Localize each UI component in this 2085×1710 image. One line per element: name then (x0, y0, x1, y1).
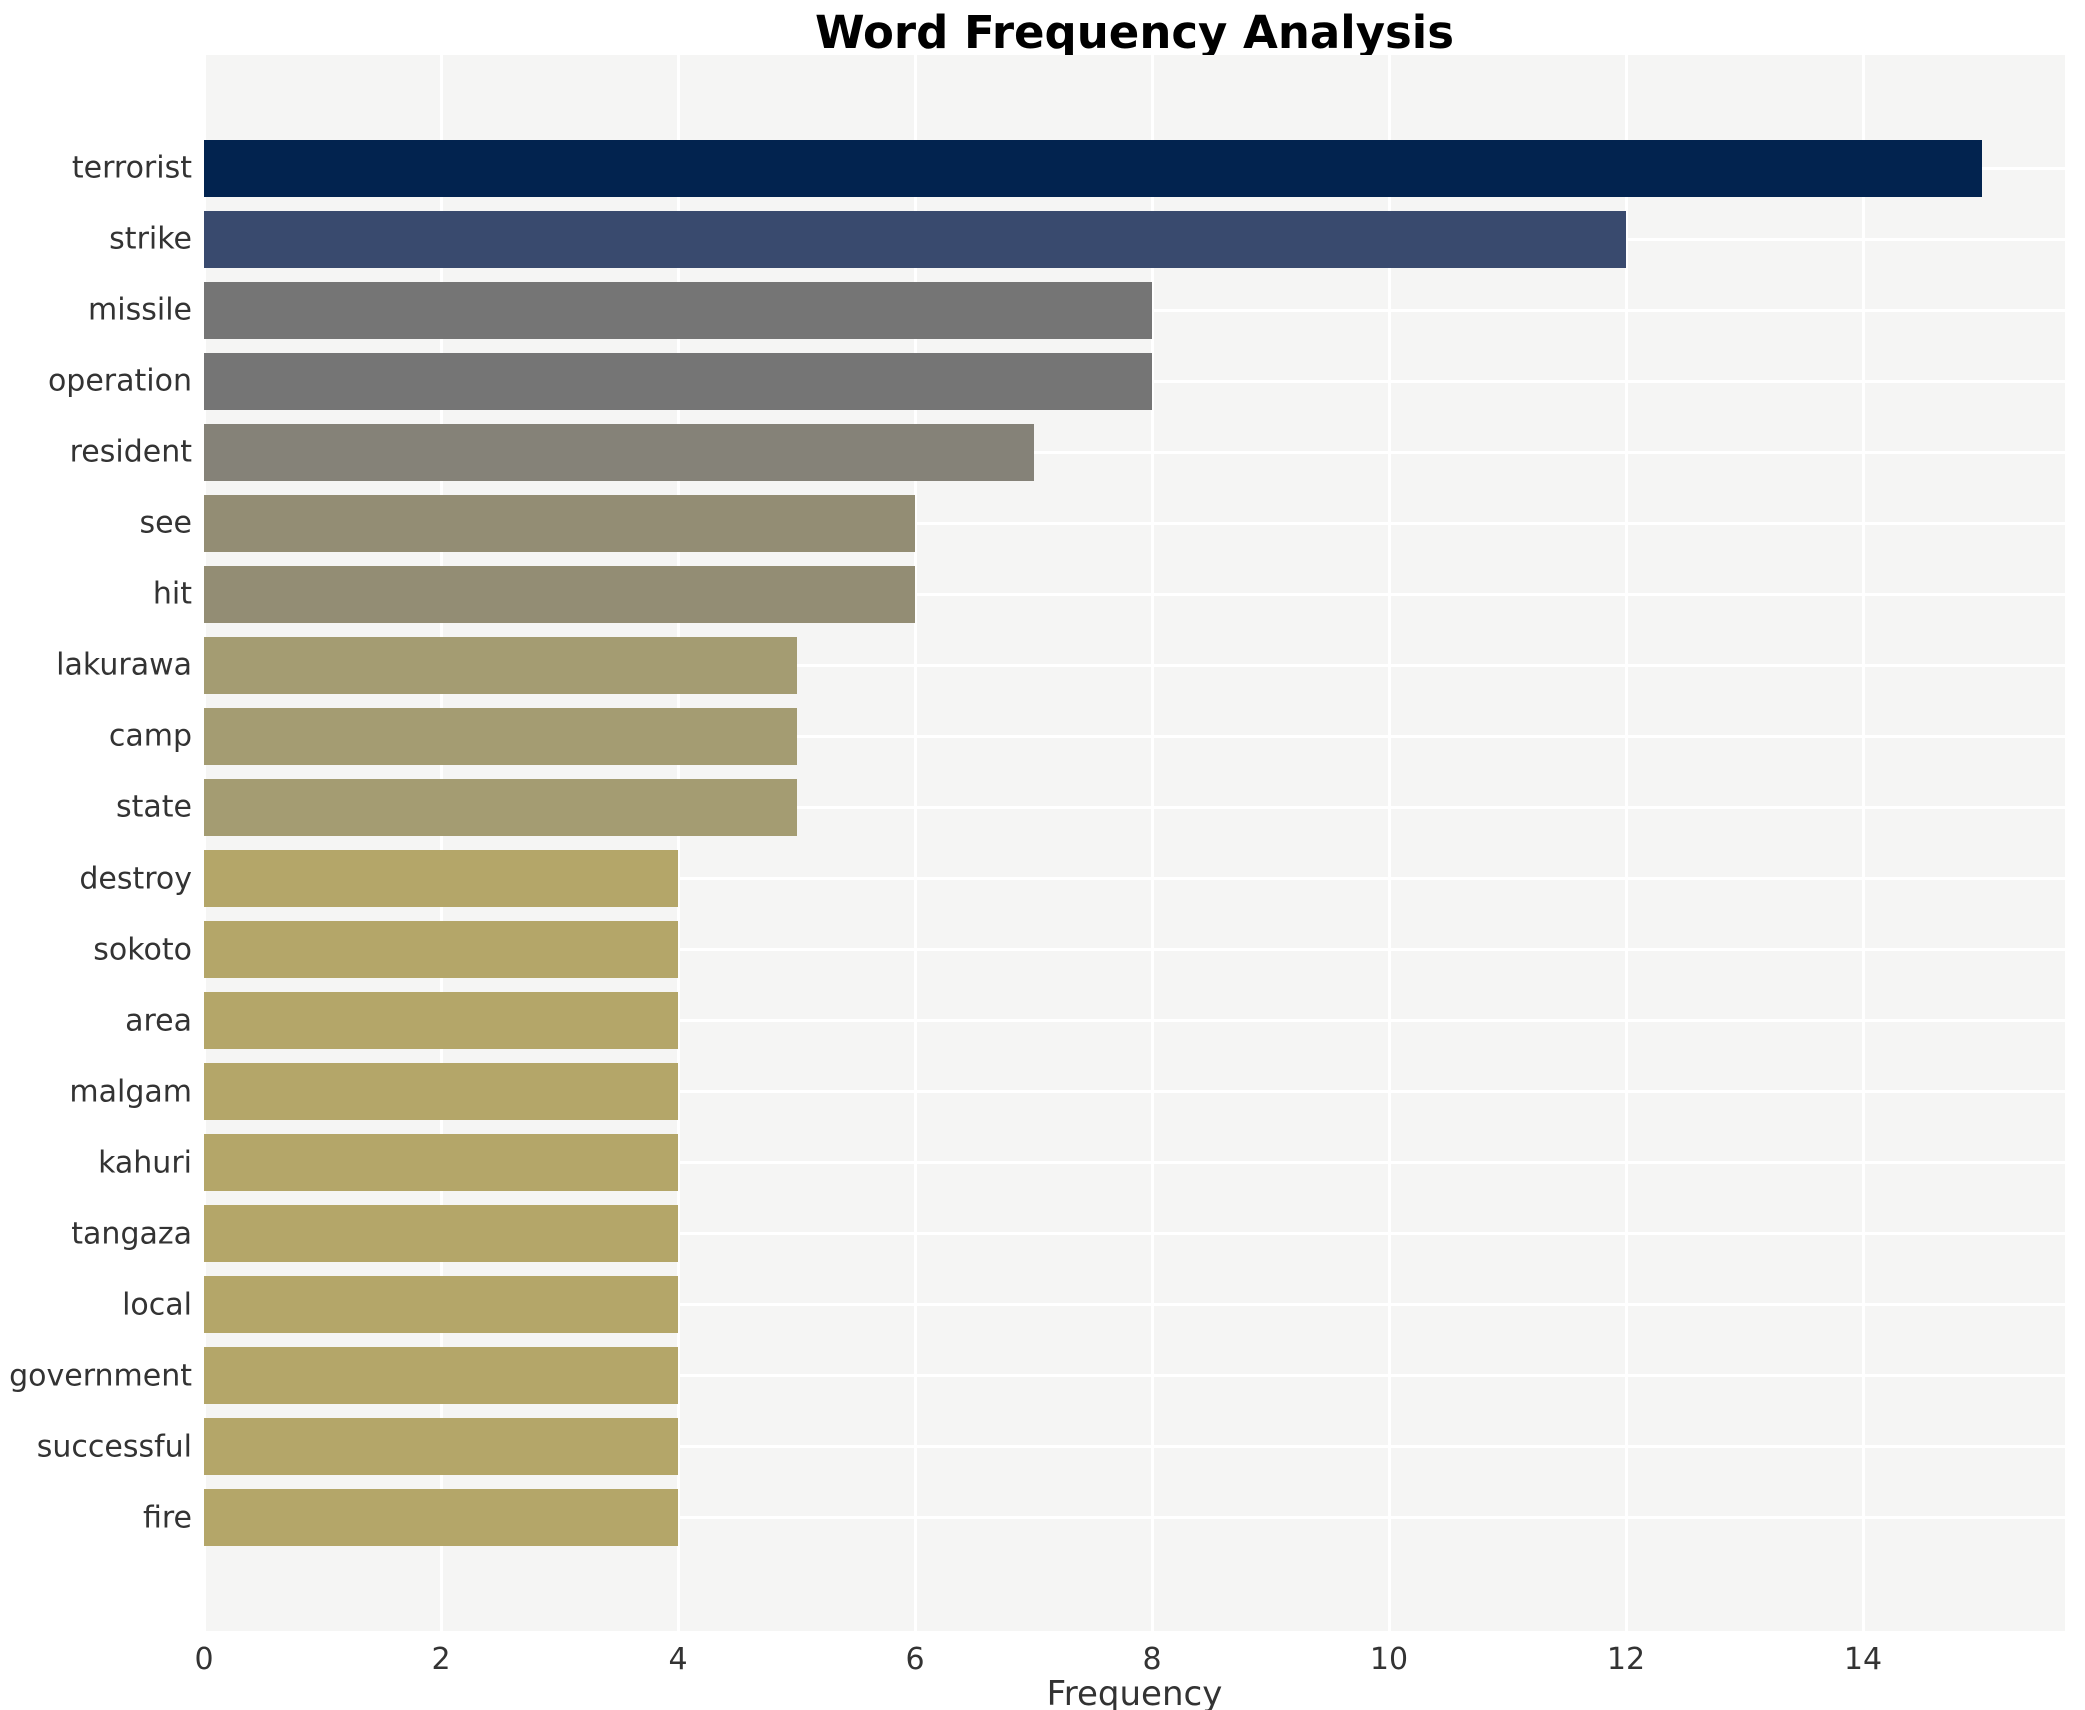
chart-title: Word Frequency Analysis (814, 6, 1455, 59)
frequency-bar (204, 778, 797, 836)
frequency-bar (204, 992, 678, 1050)
gridline-horizontal (204, 1090, 2065, 1094)
gridline-horizontal (204, 450, 2065, 454)
frequency-bar (204, 281, 1152, 339)
y-tick-label: see (139, 505, 192, 541)
y-tick-label: area (125, 1003, 192, 1039)
frequency-bar (204, 850, 678, 907)
gridline-horizontal (204, 592, 2065, 596)
y-tick-label: missile (88, 292, 192, 328)
y-tick-label: destroy (79, 861, 192, 896)
y-tick-label: local (122, 1287, 192, 1323)
gridline-horizontal (204, 805, 2065, 809)
frequency-bar (204, 1134, 678, 1192)
frequency-bar (204, 210, 1626, 268)
gridline-horizontal (204, 521, 2065, 525)
gridline-horizontal (204, 1445, 2065, 1449)
gridline-vertical (1387, 55, 1391, 1631)
plot-area (202, 55, 2065, 1631)
y-tick-label: sokoto (93, 932, 192, 968)
gridline-horizontal (204, 1374, 2065, 1378)
gridline-horizontal (204, 1303, 2065, 1307)
y-tick-label: operation (47, 363, 192, 399)
gridline-vertical (676, 55, 680, 1631)
frequency-bar (204, 1276, 678, 1334)
gridline-horizontal (204, 1232, 2065, 1236)
x-axis-title: Frequency (1046, 1674, 1223, 1710)
y-tick-label: fire (142, 1500, 192, 1536)
y-tick-label: malgam (69, 1074, 192, 1110)
frequency-bar (204, 565, 915, 623)
frequency-bar (204, 1205, 678, 1263)
gridline-horizontal (204, 1019, 2065, 1023)
y-tick-label: government (9, 1358, 192, 1394)
x-tick-label: 8 (1142, 1642, 1162, 1677)
x-tick-label: 4 (668, 1642, 688, 1677)
gridline-horizontal (204, 877, 2065, 880)
y-tick-label: hit (152, 576, 192, 612)
gridline-vertical (439, 55, 443, 1631)
gridline-horizontal (204, 663, 2065, 667)
frequency-bar (204, 1418, 678, 1476)
gridline-horizontal (204, 1161, 2065, 1165)
gridline-vertical (202, 55, 206, 1631)
frequency-bar (204, 494, 915, 552)
y-tick-label: strike (109, 221, 192, 257)
frequency-bar (204, 1347, 678, 1405)
y-tick-label: successful (36, 1429, 192, 1465)
gridline-horizontal (204, 948, 2065, 952)
x-tick-label: 0 (194, 1642, 214, 1677)
x-tick-label: 2 (431, 1642, 451, 1677)
gridline-vertical (913, 55, 917, 1631)
gridline-vertical (1861, 55, 1865, 1631)
y-tick-label: resident (69, 434, 192, 470)
frequency-bar (204, 139, 1982, 197)
x-tick-label: 12 (1606, 1642, 1646, 1677)
y-tick-label: lakurawa (56, 647, 192, 683)
gridline-vertical (1624, 55, 1628, 1631)
frequency-bar (204, 352, 1152, 410)
frequency-bar (204, 1063, 678, 1121)
y-tick-label: kahuri (98, 1145, 192, 1181)
y-tick-label: state (116, 789, 192, 825)
gridline-horizontal (204, 1516, 2065, 1520)
frequency-bar (204, 636, 797, 694)
gridline-vertical (1150, 55, 1154, 1631)
frequency-bar (204, 1489, 678, 1547)
x-tick-label: 10 (1369, 1642, 1409, 1677)
frequency-bar (204, 423, 1034, 481)
x-tick-label: 6 (905, 1642, 925, 1677)
y-tick-label: tangaza (71, 1216, 192, 1252)
gridline-horizontal (204, 734, 2065, 738)
frequency-bar (204, 921, 678, 979)
y-tick-label: camp (108, 718, 192, 754)
frequency-bar (204, 707, 797, 765)
x-tick-label: 14 (1843, 1642, 1883, 1677)
y-tick-label: terrorist (71, 150, 192, 186)
